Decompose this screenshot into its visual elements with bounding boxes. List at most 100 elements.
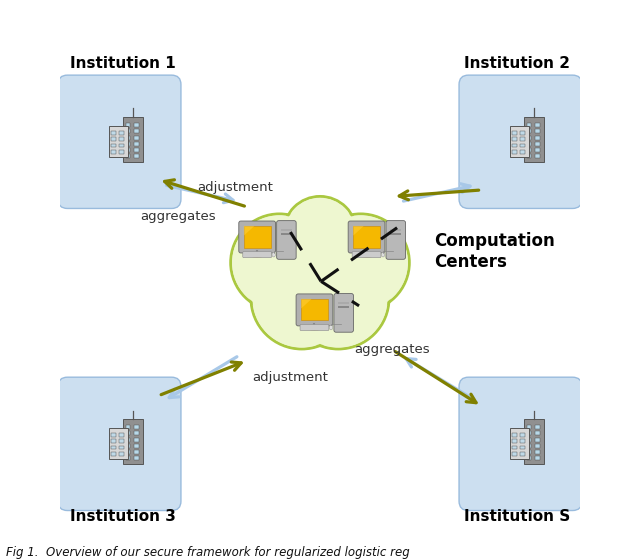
FancyBboxPatch shape xyxy=(243,251,271,258)
Bar xyxy=(535,437,540,442)
FancyBboxPatch shape xyxy=(300,324,329,330)
Bar xyxy=(134,450,139,454)
Bar xyxy=(527,142,531,146)
Bar xyxy=(535,450,540,454)
Circle shape xyxy=(253,249,351,347)
Bar xyxy=(511,144,517,147)
Bar xyxy=(527,425,531,429)
Bar xyxy=(520,440,525,443)
FancyBboxPatch shape xyxy=(510,428,529,459)
Text: aggregates: aggregates xyxy=(140,211,216,223)
Bar xyxy=(527,437,531,442)
Text: Institution 1: Institution 1 xyxy=(70,57,176,72)
Bar xyxy=(134,129,139,133)
Ellipse shape xyxy=(272,252,275,257)
Bar xyxy=(111,137,116,141)
FancyBboxPatch shape xyxy=(459,75,582,208)
Bar xyxy=(535,148,540,152)
FancyBboxPatch shape xyxy=(352,251,381,258)
Bar xyxy=(390,233,401,235)
Bar xyxy=(125,148,130,152)
Bar xyxy=(527,431,531,435)
Bar xyxy=(511,131,517,135)
Ellipse shape xyxy=(381,252,385,257)
Bar xyxy=(511,150,517,153)
Circle shape xyxy=(251,248,353,349)
Bar xyxy=(520,452,525,456)
Bar xyxy=(527,155,531,158)
Polygon shape xyxy=(301,299,312,309)
Bar xyxy=(134,456,139,460)
Bar xyxy=(111,433,116,437)
Bar xyxy=(134,425,139,429)
Bar xyxy=(339,302,349,304)
Bar xyxy=(111,446,116,450)
Bar xyxy=(111,150,116,153)
Bar xyxy=(535,142,540,146)
Bar xyxy=(527,456,531,460)
Bar xyxy=(353,226,380,248)
Bar xyxy=(118,144,124,147)
Bar xyxy=(535,129,540,133)
Circle shape xyxy=(232,216,326,310)
Bar xyxy=(134,155,139,158)
Circle shape xyxy=(312,214,410,311)
Bar xyxy=(125,155,130,158)
Ellipse shape xyxy=(249,254,266,257)
Bar xyxy=(125,437,130,442)
Bar xyxy=(535,456,540,460)
Bar xyxy=(535,155,540,158)
Polygon shape xyxy=(353,226,364,236)
Bar xyxy=(527,129,531,133)
Bar xyxy=(520,144,525,147)
Circle shape xyxy=(287,248,389,349)
Bar xyxy=(511,433,517,437)
Bar xyxy=(134,123,139,127)
Bar xyxy=(125,431,130,435)
Bar xyxy=(339,306,349,307)
Bar xyxy=(281,228,292,231)
Bar xyxy=(511,452,517,456)
Bar xyxy=(520,150,525,153)
Bar xyxy=(111,452,116,456)
Bar xyxy=(535,431,540,435)
Bar xyxy=(118,150,124,153)
Bar xyxy=(511,446,517,450)
Bar xyxy=(134,444,139,448)
Bar xyxy=(390,228,401,231)
FancyBboxPatch shape xyxy=(524,419,544,464)
Bar xyxy=(527,148,531,152)
Bar xyxy=(134,136,139,139)
FancyBboxPatch shape xyxy=(510,126,529,157)
Bar xyxy=(520,446,525,450)
FancyBboxPatch shape xyxy=(109,126,127,157)
Ellipse shape xyxy=(329,325,333,330)
Ellipse shape xyxy=(358,254,374,257)
Text: adjustment: adjustment xyxy=(252,371,328,384)
Bar xyxy=(535,444,540,448)
Text: aggregates: aggregates xyxy=(354,343,429,356)
Bar xyxy=(125,142,130,146)
FancyBboxPatch shape xyxy=(334,293,353,332)
Bar xyxy=(125,456,130,460)
FancyBboxPatch shape xyxy=(123,419,143,464)
Bar xyxy=(118,131,124,135)
Bar xyxy=(125,444,130,448)
FancyBboxPatch shape xyxy=(58,75,181,208)
Text: Institution S: Institution S xyxy=(464,509,570,524)
FancyBboxPatch shape xyxy=(123,117,143,162)
Bar xyxy=(511,440,517,443)
Bar xyxy=(244,226,271,248)
Circle shape xyxy=(285,198,355,268)
Bar xyxy=(535,123,540,127)
Bar xyxy=(134,148,139,152)
FancyBboxPatch shape xyxy=(239,221,276,253)
Bar xyxy=(125,129,130,133)
Bar xyxy=(111,131,116,135)
Bar xyxy=(527,136,531,139)
Bar xyxy=(125,136,130,139)
Bar xyxy=(301,299,328,320)
Bar xyxy=(134,437,139,442)
Bar xyxy=(111,440,116,443)
Circle shape xyxy=(284,197,356,269)
